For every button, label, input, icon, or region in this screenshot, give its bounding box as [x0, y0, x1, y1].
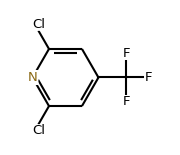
Text: F: F	[123, 47, 130, 60]
Text: N: N	[28, 71, 37, 84]
Text: F: F	[123, 95, 130, 108]
Text: Cl: Cl	[32, 124, 45, 137]
Text: F: F	[145, 71, 152, 84]
Text: Cl: Cl	[32, 18, 45, 31]
